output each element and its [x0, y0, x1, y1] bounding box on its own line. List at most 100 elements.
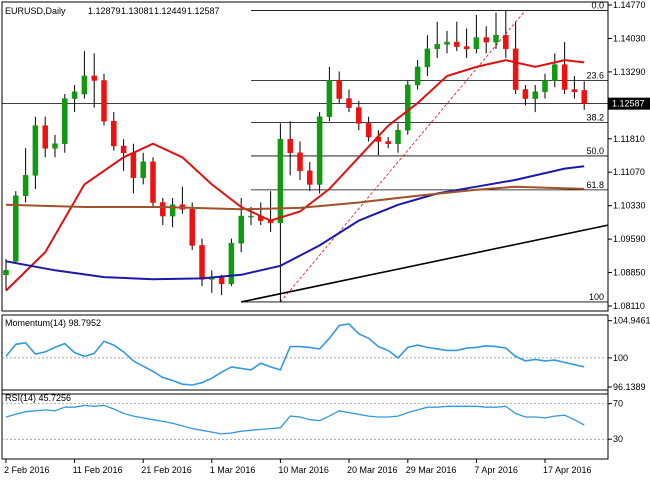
candle-body: [424, 48, 431, 68]
momentum-panel: Momentum(14) 98.7952 104.9461 100 96.1389: [1, 314, 650, 395]
fibonacci-anchor-line: [280, 10, 526, 303]
momentum-axis: 104.9461 100 96.1389: [608, 316, 650, 392]
candle: [414, 60, 421, 90]
price-panel-frame: [1, 1, 609, 312]
ohlc-high: 1.13081: [121, 6, 154, 16]
candle: [52, 134, 58, 158]
candle-body: [287, 138, 293, 154]
price-axis-label: 1.08850: [613, 268, 646, 278]
candle-body: [120, 145, 127, 154]
candle: [307, 161, 313, 192]
date-axis-label: 29 Mar 2016: [406, 465, 457, 475]
candle-body: [571, 89, 578, 93]
date-axis-label: 17 Apr 2016: [543, 465, 592, 475]
momentum-title: Momentum(14) 98.7952: [5, 318, 101, 328]
candle-body: [326, 80, 333, 117]
candle-body: [395, 129, 401, 144]
fibonacci-label: 23.6: [586, 70, 604, 80]
candle-body: [130, 152, 137, 178]
fibonacci-label: 38.2: [586, 113, 604, 123]
candle-body: [316, 116, 323, 185]
candle-body: [463, 46, 470, 50]
candle-body: [454, 41, 460, 47]
candle: [189, 202, 195, 250]
ohlc-open: 1.12879: [88, 6, 121, 16]
candle-body: [307, 170, 313, 185]
candle-body: [434, 44, 440, 50]
candle-body: [189, 209, 195, 246]
candle: [336, 71, 342, 104]
moving-average-20: [5, 59, 585, 292]
rsi-title: RSI(14) 45.7256: [5, 393, 71, 403]
candle: [42, 116, 48, 158]
price-axis-label: 1.14030: [613, 33, 646, 43]
candle: [120, 139, 127, 171]
candle-body: [228, 242, 235, 285]
candle-body: [561, 64, 568, 90]
candle-body: [81, 75, 88, 95]
candle: [13, 191, 19, 264]
candle: [140, 152, 146, 185]
moving-average-200: [5, 185, 585, 211]
candle: [3, 258, 9, 291]
candle-body: [150, 161, 156, 203]
candle-body: [140, 161, 146, 178]
candle-body: [444, 41, 450, 45]
price-plot-area: 0.0 23.6 38.2 50.0 61.8 100: [2, 0, 609, 303]
candle: [395, 123, 401, 153]
candle-body: [169, 204, 176, 217]
candle-body: [542, 80, 548, 93]
candle: [150, 157, 156, 208]
rsi-axis-label: 30: [613, 434, 623, 444]
candle: [111, 112, 117, 151]
price-axis-label: 1.08110: [613, 301, 645, 311]
candle-body: [160, 202, 166, 217]
fibonacci-label: 50.0: [586, 146, 604, 156]
candle-body: [483, 37, 489, 43]
candle: [169, 197, 176, 228]
date-axis-label: 1 Mar 2016: [210, 465, 256, 475]
candle-body: [532, 91, 538, 99]
candle-body: [552, 64, 558, 81]
chart-title: EURUSD,Daily: [5, 6, 66, 16]
candle-body: [581, 90, 587, 104]
rsi-line: [5, 404, 585, 435]
candle-body: [52, 143, 58, 149]
candle: [326, 66, 333, 122]
price-axis-label: 1.11070: [613, 167, 645, 177]
candle: [32, 116, 39, 189]
price-axis-label: 1.14770: [613, 0, 646, 10]
candle-body: [503, 35, 509, 50]
price-axis-label: 1.10330: [613, 201, 646, 211]
fibonacci-label: 61.8: [586, 180, 604, 190]
candle: [454, 21, 460, 52]
candle: [552, 53, 558, 88]
candle: [160, 197, 166, 226]
momentum-plot-area: [2, 323, 608, 386]
fibonacci-label: 100: [589, 292, 604, 302]
candle-body: [13, 195, 19, 262]
candle-body: [42, 125, 48, 149]
current-price-label: 1.12587: [612, 99, 645, 109]
momentum-axis-label: 100: [613, 353, 628, 363]
date-axis-label: 10 Mar 2016: [278, 465, 329, 475]
candle-body: [297, 152, 303, 172]
candle: [81, 51, 88, 99]
price-axis: 1.147701.140301.132901.125501.118101.110…: [608, 0, 650, 311]
current-price-tag: [608, 97, 650, 110]
momentum-axis-label: 96.1389: [613, 382, 646, 392]
candle: [581, 81, 587, 110]
support-trendline: [241, 224, 609, 303]
price-axis-label: 1.09590: [613, 234, 646, 244]
rsi-panel: RSI(14) 45.7256 70 30: [1, 389, 623, 460]
candle: [522, 84, 529, 106]
candle-body: [277, 138, 284, 224]
candle: [71, 84, 78, 113]
candle-body: [101, 80, 107, 122]
price-axis-label: 1.13290: [613, 67, 646, 77]
candle-body: [3, 270, 9, 276]
candle-body: [405, 84, 411, 131]
ohlc-low: 1.12449: [154, 6, 187, 16]
candle: [483, 26, 489, 54]
